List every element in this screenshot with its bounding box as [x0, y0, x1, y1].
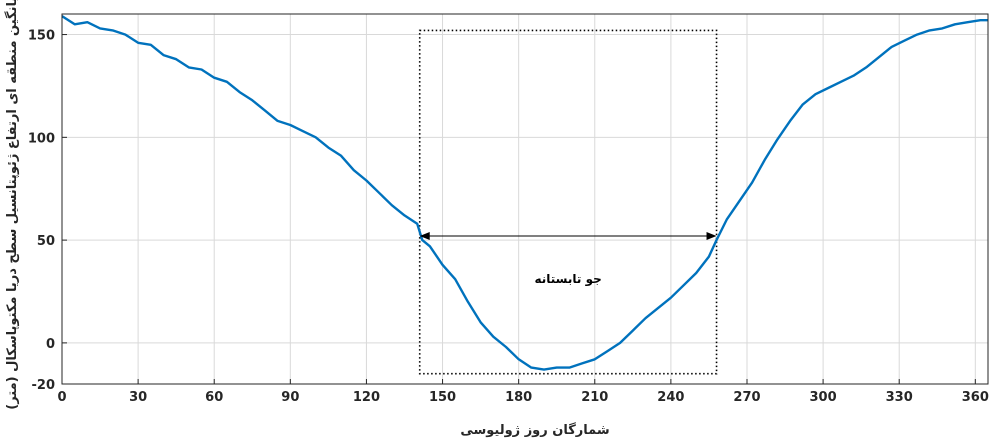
annotation-arrow-layer [419, 232, 717, 240]
y-axis-title: میانگین منطقه ای ارتفاع ژئوپتانسیل سطح د… [4, 0, 20, 410]
x-tick-label: 240 [657, 390, 684, 405]
x-tick-label: 360 [962, 390, 989, 405]
y-tick-label: 100 [28, 131, 55, 146]
annotation-arrow-head-left [419, 232, 430, 240]
annotation-label: جو تابستانه [534, 272, 601, 287]
annotation-box [418, 29, 718, 375]
x-tick-label: 0 [57, 390, 66, 405]
x-tick-label: 60 [205, 390, 223, 405]
x-tick-label: 270 [733, 390, 760, 405]
axes-frame [61, 13, 989, 385]
series-line [61, 15, 988, 371]
x-tick-label: 210 [581, 390, 608, 405]
series-layer [61, 15, 988, 371]
annotation-arrow-head-right [706, 232, 717, 240]
y-tick-label: 0 [46, 337, 55, 352]
annotation-box-layer [418, 29, 718, 375]
grid-layer [62, 14, 988, 384]
x-tick-labels: 0 30 60 90 120 150 180 210 240 270 300 330 360 [57, 390, 988, 405]
x-tick-label: 30 [129, 390, 147, 405]
x-tick-label: 120 [353, 390, 380, 405]
y-tick-label: 50 [37, 234, 55, 249]
y-tick-label: 150 [28, 29, 55, 44]
x-tick-label: 90 [281, 390, 299, 405]
x-tick-label: 180 [505, 390, 532, 405]
y-tick-label: -20 [32, 378, 56, 393]
x-axis-title: شمارگان روز ژولیوسی [460, 422, 609, 438]
y-tick-labels: -20 0 50 100 150 [28, 29, 55, 393]
plot-frame [61, 13, 989, 385]
x-tick-label: 300 [810, 390, 837, 405]
x-tick-label: 330 [886, 390, 913, 405]
x-tick-label: 150 [429, 390, 456, 405]
